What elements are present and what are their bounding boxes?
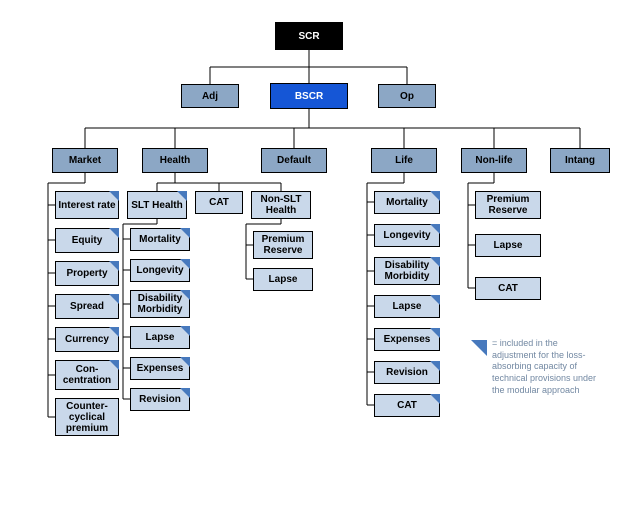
node-label: Lapse xyxy=(391,300,424,313)
loss-absorbing-marker-icon xyxy=(180,388,190,398)
loss-absorbing-marker-icon xyxy=(430,257,440,267)
node-nonlife: Non-life xyxy=(461,148,527,173)
node-nl-prem: Premium Reserve xyxy=(475,191,541,219)
node-op: Op xyxy=(378,84,436,108)
node-adj: Adj xyxy=(181,84,239,108)
node-l-rev: Revision xyxy=(374,361,440,384)
node-health: Health xyxy=(142,148,208,173)
node-label: Revision xyxy=(384,366,430,379)
node-label: Default xyxy=(275,154,313,167)
node-h-cat: CAT xyxy=(195,191,243,214)
node-m-int: Interest rate xyxy=(55,191,119,219)
loss-absorbing-marker-icon xyxy=(109,360,119,370)
loss-absorbing-marker-icon xyxy=(109,228,119,238)
node-label: Intang xyxy=(563,154,597,167)
node-label: SCR xyxy=(296,30,321,43)
node-label: Equity xyxy=(70,234,105,247)
loss-absorbing-marker-icon xyxy=(180,326,190,336)
node-label: Lapse xyxy=(492,239,525,252)
node-label: Expenses xyxy=(382,333,433,346)
node-m-ccy: Counter-cyclicalpremium xyxy=(55,398,119,436)
node-label: Lapse xyxy=(267,273,300,286)
node-l-lap: Lapse xyxy=(374,295,440,318)
scr-diagram-canvas: SCR Adj BSCR Op Market Health Default Life Non-l… xyxy=(0,0,617,508)
node-label: CAT xyxy=(496,282,520,295)
node-default: Default xyxy=(261,148,327,173)
node-m-eq: Equity xyxy=(55,228,119,253)
node-hn-prem: Premium Reserve xyxy=(253,231,313,259)
node-bscr: BSCR xyxy=(270,83,348,109)
node-label: Lapse xyxy=(144,331,177,344)
legend-triangle-icon xyxy=(471,340,487,356)
node-label: Mortality xyxy=(384,196,430,209)
node-l-mort: Mortality xyxy=(374,191,440,214)
node-label: CAT xyxy=(207,196,231,209)
node-hn-lap: Lapse xyxy=(253,268,313,291)
loss-absorbing-marker-icon xyxy=(109,261,119,271)
loss-absorbing-marker-icon xyxy=(430,361,440,371)
node-hs-long: Longevity xyxy=(130,259,190,282)
node-hs-lap: Lapse xyxy=(130,326,190,349)
node-nl-lap: Lapse xyxy=(475,234,541,257)
node-label: Adj xyxy=(200,90,220,103)
node-label: Currency xyxy=(63,333,111,346)
node-label: Con-centration xyxy=(61,363,113,387)
node-m-con: Con-centration xyxy=(55,360,119,390)
loss-absorbing-marker-icon xyxy=(180,259,190,269)
node-label: Non-SLT Health xyxy=(252,193,310,217)
node-label: Spread xyxy=(68,300,106,313)
node-label: Life xyxy=(393,154,415,167)
node-scr: SCR xyxy=(275,22,343,50)
node-label: Counter-cyclicalpremium xyxy=(64,400,110,435)
node-m-prop: Property xyxy=(55,261,119,286)
node-label: Property xyxy=(64,267,109,280)
node-intang: Intang xyxy=(550,148,610,173)
node-label: Health xyxy=(158,154,193,167)
node-label: Op xyxy=(398,90,416,103)
loss-absorbing-marker-icon xyxy=(109,191,119,201)
node-l-dis: Disability Morbidity xyxy=(374,257,440,285)
loss-absorbing-marker-icon xyxy=(430,295,440,305)
loss-absorbing-marker-icon xyxy=(430,328,440,338)
node-label: Longevity xyxy=(134,264,185,277)
loss-absorbing-marker-icon xyxy=(430,224,440,234)
node-hs-exp: Expenses xyxy=(130,357,190,380)
node-label: BSCR xyxy=(293,90,325,103)
node-market: Market xyxy=(52,148,118,173)
node-hs-dis: Disability Morbidity xyxy=(130,290,190,318)
node-label: Market xyxy=(67,154,103,167)
node-hs-mort: Mortality xyxy=(130,228,190,251)
node-label: Mortality xyxy=(137,233,183,246)
node-l-long: Longevity xyxy=(374,224,440,247)
loss-absorbing-marker-icon xyxy=(430,394,440,404)
legend-text: = included in the adjustment for the los… xyxy=(492,338,602,396)
node-l-cat: CAT xyxy=(374,394,440,417)
node-label: Expenses xyxy=(135,362,186,375)
node-life: Life xyxy=(371,148,437,173)
node-l-exp: Expenses xyxy=(374,328,440,351)
node-label: Non-life xyxy=(473,154,514,167)
loss-absorbing-marker-icon xyxy=(180,290,190,300)
node-m-cur: Currency xyxy=(55,327,119,352)
node-label: Longevity xyxy=(381,229,432,242)
node-label: CAT xyxy=(395,399,419,412)
node-h-slt: SLT Health xyxy=(127,191,187,219)
loss-absorbing-marker-icon xyxy=(109,294,119,304)
node-nl-cat: CAT xyxy=(475,277,541,300)
node-h-nslt: Non-SLT Health xyxy=(251,191,311,219)
loss-absorbing-marker-icon xyxy=(109,327,119,337)
loss-absorbing-marker-icon xyxy=(430,191,440,201)
node-label: Revision xyxy=(137,393,183,406)
loss-absorbing-marker-icon xyxy=(180,357,190,367)
node-m-spr: Spread xyxy=(55,294,119,319)
node-label: Premium Reserve xyxy=(254,233,312,257)
node-hs-rev: Revision xyxy=(130,388,190,411)
loss-absorbing-marker-icon xyxy=(180,228,190,238)
loss-absorbing-marker-icon xyxy=(177,191,187,201)
node-label: Premium Reserve xyxy=(476,193,540,217)
